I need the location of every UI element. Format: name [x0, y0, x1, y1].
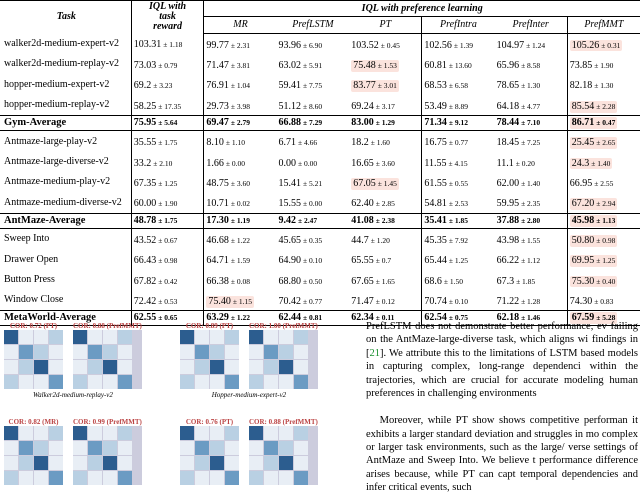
- heatmap-pair: COR: 0.76 (PT) COR: 0.88 (PrefMMT): [180, 418, 318, 487]
- table-row: Antmaze-medium-diverse-v260.00± 1.9010.7…: [0, 192, 640, 213]
- col-preflstm: PrefLSTM: [277, 17, 350, 33]
- table-row: Antmaze-medium-play-v267.35± 1.2548.75± …: [0, 172, 640, 192]
- page: Task IQL with task reward IQL with prefe…: [0, 0, 640, 500]
- col-prefintra: PrefIntra: [422, 17, 495, 33]
- heatmap-panel: COR: 0.72 (PT) COR: 0.88 (PrefMMT) Walke…: [0, 320, 358, 500]
- col-iql-pref: IQL with preference learning: [204, 1, 640, 17]
- col-iql-reward: IQL with task reward: [131, 1, 204, 34]
- heatmap-pair: COR: 0.82 (MR) COR: 0.99 (PrefMMT): [4, 418, 142, 487]
- body-text: PrefLSTM does not demonstrate better per…: [366, 320, 638, 495]
- col-mr: MR: [204, 17, 277, 33]
- col-prefinter: PrefInter: [495, 17, 568, 33]
- citation-21: 21: [370, 348, 381, 359]
- heatmap-pair: COR: 0.72 (PT) COR: 0.88 (PrefMMT) Walke…: [4, 322, 142, 399]
- average-row: AntMaze-Average48.78± 1.7517.30± 1.199.4…: [0, 213, 640, 228]
- table-row: hopper-medium-replay-v258.25± 17.3529.73…: [0, 95, 640, 116]
- table-row: Drawer Open66.43± 0.9864.71± 1.5964.90± …: [0, 249, 640, 269]
- table-row: hopper-medium-expert-v269.2± 3.2376.91± …: [0, 74, 640, 94]
- table-row: Window Close72.42± 0.5375.40± 1.1570.42±…: [0, 290, 640, 311]
- heatmap-pair: COR: 0.89 (PT) COR: 1.00 (PrefMMT) Hoppe…: [180, 322, 318, 399]
- table-row: Antmaze-large-play-v235.55± 1.758.10± 1.…: [0, 131, 640, 152]
- results-table: Task IQL with task reward IQL with prefe…: [0, 0, 640, 326]
- col-task: Task: [0, 1, 131, 34]
- table-row: walker2d-medium-replay-v273.03± 0.7971.4…: [0, 54, 640, 74]
- table-row: Sweep Into43.52± 0.6746.68± 1.2245.65± 0…: [0, 228, 640, 249]
- average-row: Gym-Average75.95± 5.6469.47± 2.7966.88± …: [0, 116, 640, 131]
- col-pt: PT: [349, 17, 422, 33]
- table-row: Button Press67.82± 0.4266.38± 0.0868.80±…: [0, 270, 640, 290]
- table-row: Antmaze-large-diverse-v233.2± 2.101.66± …: [0, 152, 640, 172]
- table-row: walker2d-medium-expert-v2103.31± 1.1899.…: [0, 33, 640, 54]
- col-prefmmt: PrefMMT: [567, 17, 640, 33]
